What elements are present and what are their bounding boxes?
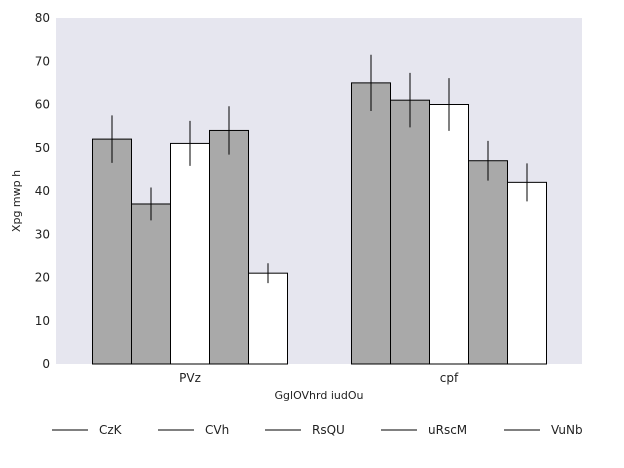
y-axis: 0 10 20 30 40 50 60 70 80 (35, 11, 50, 371)
y-axis-label: Xpg mwp h (10, 170, 23, 232)
y-tick-label: 80 (35, 11, 50, 25)
x-axis: PVz cpf (179, 371, 459, 385)
legend-label: uRscM (428, 423, 467, 437)
y-tick-label: 40 (35, 184, 50, 198)
bar (92, 138, 132, 365)
bar (170, 142, 210, 365)
y-tick-label: 20 (35, 271, 50, 285)
x-tick-label: cpf (440, 371, 459, 385)
x-tick-label: PVz (179, 371, 201, 385)
bar (429, 104, 469, 365)
bar (248, 272, 288, 365)
legend-label: CVh (205, 423, 229, 437)
bars-layer (92, 82, 547, 365)
y-tick-label: 70 (35, 54, 50, 68)
bar (351, 82, 391, 365)
y-tick-label: 60 (35, 98, 50, 112)
y-tick-label: 50 (35, 141, 50, 155)
legend-label: VuNb (551, 423, 583, 437)
bar (507, 181, 547, 365)
bar (131, 203, 171, 365)
y-tick-label: 0 (42, 357, 50, 371)
y-tick-label: 10 (35, 314, 50, 328)
y-tick-label: 30 (35, 227, 50, 241)
x-axis-label: GglOVhrd iudOu (275, 389, 364, 402)
bar (390, 99, 430, 365)
bar (209, 129, 249, 365)
error-bars-layer (111, 54, 528, 284)
bar (468, 160, 508, 365)
legend-label: CzK (99, 423, 123, 437)
legend-label: RsQU (312, 423, 345, 437)
legend: CzK CVh RsQU uRscM VuNb (52, 423, 583, 437)
